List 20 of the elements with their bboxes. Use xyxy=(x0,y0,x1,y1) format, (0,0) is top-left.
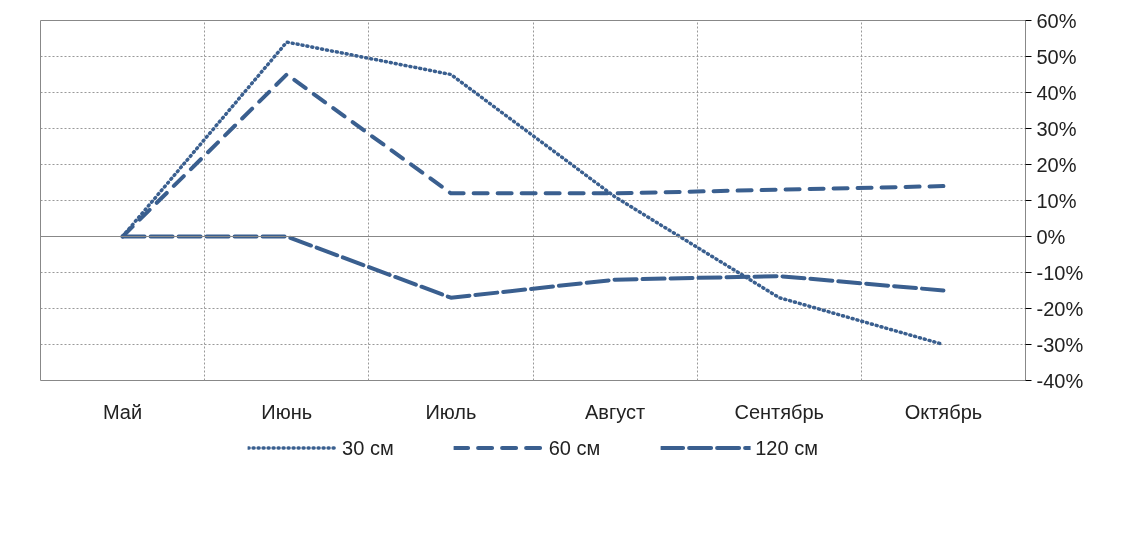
y-tick-label: 20% xyxy=(1036,153,1077,176)
x-tick-label: Август xyxy=(584,400,646,423)
x-tick-label: Октябрь xyxy=(904,400,983,423)
legend-label: 30 см xyxy=(342,436,394,459)
y-tick-label: 10% xyxy=(1036,189,1077,212)
legend-label: 60 см xyxy=(548,436,601,459)
y-tick-label: -30% xyxy=(1036,333,1084,356)
y-tick-label: 40% xyxy=(1036,81,1077,104)
y-tick-label: -20% xyxy=(1036,297,1084,320)
y-tick-label: -10% xyxy=(1036,261,1084,284)
x-tick-label: Июль xyxy=(425,400,477,423)
x-tick-label: Май xyxy=(102,400,143,423)
y-tick-label: -40% xyxy=(1036,369,1084,392)
x-tick-label: Июнь xyxy=(261,400,313,423)
y-tick-label: 50% xyxy=(1036,45,1077,68)
y-tick-label: 30% xyxy=(1036,117,1077,140)
y-tick-label: 0% xyxy=(1036,225,1066,248)
legend-label: 120 см xyxy=(755,436,818,459)
y-tick-label: 60% xyxy=(1036,9,1077,32)
x-tick-label: Сентябрь xyxy=(734,400,825,423)
